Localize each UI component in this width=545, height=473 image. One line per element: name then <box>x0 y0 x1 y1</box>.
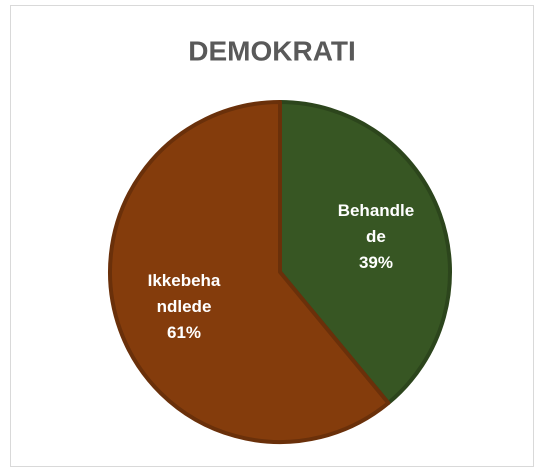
chart-title: DEMOKRATI <box>188 35 355 66</box>
data-label: Ikkebehandlede 61% <box>144 268 224 346</box>
data-label: Behandlede 39% <box>336 198 416 276</box>
pie-slice <box>108 100 391 444</box>
chart-frame <box>10 5 534 467</box>
category-label: Ikkebehandlede <box>147 270 221 316</box>
category-label: Behandlede <box>337 201 415 247</box>
value-label: 61% <box>167 322 202 342</box>
pie-slice <box>278 100 452 405</box>
value-label: 39% <box>358 253 393 273</box>
